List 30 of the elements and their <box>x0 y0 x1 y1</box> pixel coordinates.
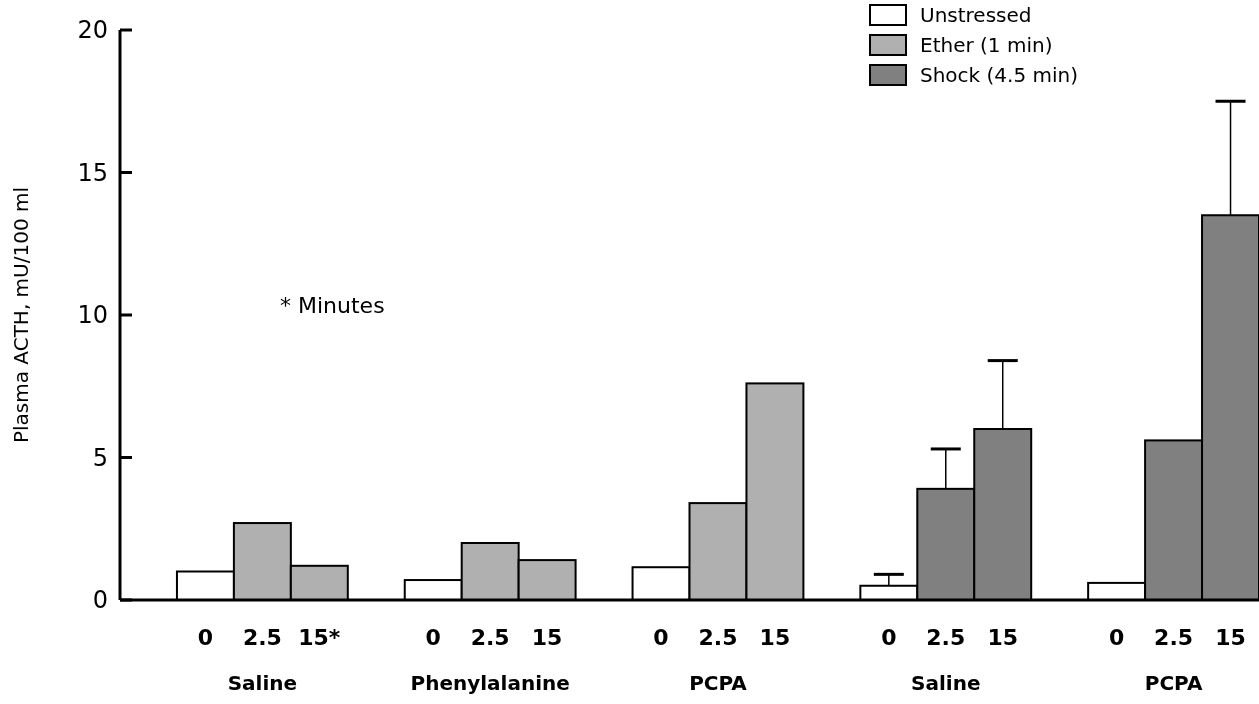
legend-label: Ether (1 min) <box>920 33 1053 57</box>
x-tick-label: 0 <box>881 625 897 650</box>
x-tick-label: 2.5 <box>1154 625 1194 650</box>
y-tick-label: 5 <box>92 443 108 472</box>
x-tick-label: 15 <box>759 625 791 650</box>
x-tick-label: 2.5 <box>698 625 738 650</box>
x-tick-label: 2.5 <box>926 625 966 650</box>
x-tick-label: 15 <box>1215 625 1246 650</box>
y-tick-label: 15 <box>77 158 108 187</box>
text: Phenylalanine <box>410 671 570 695</box>
y-tick-label: 10 <box>77 301 108 330</box>
x-tick-label: 15 <box>531 625 563 650</box>
x-tick-label: 0 <box>1108 625 1125 650</box>
y-axis-title: Plasma ACTH, mU/100 ml <box>9 186 33 444</box>
y-tick-label: 0 <box>92 586 108 615</box>
x-tick-label: 2.5 <box>242 625 282 650</box>
annotation: * Minutes <box>280 293 385 318</box>
x-tick-label: 0 <box>425 625 441 650</box>
x-tick-label: 15 <box>987 625 1019 650</box>
x-tick-label: 2.5 <box>470 625 510 650</box>
legend-label: Unstressed <box>920 3 1032 27</box>
x-tick-label: 15* <box>298 625 341 650</box>
text: Saline <box>911 671 981 695</box>
x-tick-label: 0 <box>653 625 669 650</box>
legend-label: Shock (4.5 min) <box>920 63 1079 87</box>
text: PCPA <box>689 671 748 695</box>
text: Saline <box>227 671 298 695</box>
text: PCPA <box>1144 671 1203 695</box>
y-tick-label: 20 <box>77 16 108 45</box>
x-tick-label: 0 <box>197 625 214 650</box>
